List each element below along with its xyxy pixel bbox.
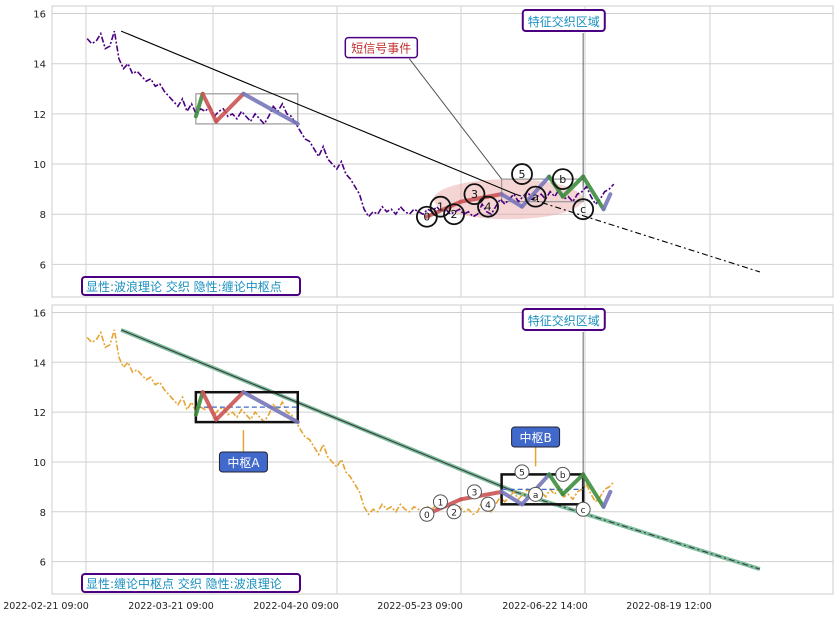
wave-label: 2 <box>451 208 458 221</box>
wave-segment <box>241 390 300 425</box>
wave-label: 2 <box>451 508 457 518</box>
wave-segment <box>601 489 613 509</box>
wave-segment <box>560 472 586 497</box>
zhongshu-label: 中枢B <box>519 430 551 445</box>
wave-label-circle <box>524 185 547 208</box>
wave-segment <box>458 489 504 502</box>
y-tick-label: 12 <box>33 408 46 419</box>
wave-segment <box>581 174 606 212</box>
legend-text: 显性:缠论中枢点 交织 隐性:波浪理论 <box>86 576 282 591</box>
wave-label-circle <box>551 168 574 190</box>
wave-label-circle <box>446 504 462 520</box>
wave-label: 1 <box>438 498 444 508</box>
wave-label-circle <box>443 203 465 226</box>
x-tick-label: 2022-06-22 14:00 <box>502 601 588 612</box>
region-label: 特征交织区域 <box>528 14 600 29</box>
wave-segment <box>499 192 525 209</box>
wave-label-circle <box>511 163 533 185</box>
region-label-box <box>521 9 606 33</box>
region-label-box <box>521 307 606 331</box>
y-tick-label: 16 <box>33 10 46 21</box>
wave-label: 5 <box>519 468 525 478</box>
y-tick-label: 14 <box>33 60 46 71</box>
legend-box <box>81 276 301 296</box>
signal-label-box <box>344 36 419 59</box>
wave-label: b <box>559 173 566 186</box>
y-tick-label: 6 <box>40 260 46 271</box>
trend-line <box>120 329 516 493</box>
wave-label: c <box>580 203 586 216</box>
zhongshu-label-box <box>511 426 561 448</box>
y-tick-label: 10 <box>33 458 46 469</box>
y-tick-label: 14 <box>33 358 46 369</box>
wave-label: 3 <box>472 488 478 498</box>
wave-segment <box>547 472 565 497</box>
legend-box <box>81 573 301 593</box>
x-tick-label: 2022-08-19 12:00 <box>626 601 712 612</box>
wave-label: b <box>560 471 566 481</box>
y-tick-label: 12 <box>33 110 46 121</box>
y-tick-label: 8 <box>40 508 46 519</box>
x-tick-label: 2022-05-23 09:00 <box>377 601 463 612</box>
wave-segment <box>560 174 586 199</box>
x-tick-label: 2022-03-21 09:00 <box>128 601 214 612</box>
wave-label-circle <box>419 506 435 522</box>
wave-label: 1 <box>437 201 444 214</box>
wave-label-circle <box>528 486 544 502</box>
wave-label-circle <box>514 464 530 480</box>
legend-text: 显性:波浪理论 交织 隐性:缠论中枢点 <box>86 279 282 294</box>
wave-label: 0 <box>423 211 430 224</box>
y-tick-label: 6 <box>40 558 46 569</box>
x-tick-label: 2022-04-20 09:00 <box>253 601 339 612</box>
wave-label: 4 <box>485 501 491 511</box>
wave-label: a <box>533 491 539 501</box>
price-series <box>86 329 615 516</box>
wave-segment <box>193 390 205 417</box>
wave-label-circle <box>480 496 496 512</box>
wave-label: 0 <box>424 511 430 521</box>
signal-arrow <box>408 58 503 180</box>
wave-segment <box>601 192 613 212</box>
wave-label-circle <box>477 195 499 218</box>
wave-label-circle <box>575 501 591 517</box>
y-tick-label: 10 <box>33 160 46 171</box>
wave-label-circle <box>555 466 571 482</box>
zhongshu-label-box <box>218 451 268 473</box>
zhongshu-label: 中枢A <box>227 455 260 470</box>
wave-segment <box>200 91 219 124</box>
region-label: 特征交织区域 <box>528 313 600 328</box>
wave-label: a <box>532 191 539 204</box>
wave-segment <box>499 489 525 507</box>
wave-label-circle <box>429 195 452 218</box>
wave-label-circle <box>572 198 595 221</box>
pivot-box <box>501 178 584 203</box>
wave-segment <box>214 91 246 124</box>
wave-label: 4 <box>485 201 492 214</box>
trend-line <box>120 30 516 195</box>
plot-area <box>51 5 834 298</box>
wave-label: c <box>581 506 586 516</box>
wave-label-circle <box>432 494 448 510</box>
wave-segment <box>581 472 606 509</box>
signal-label: 短信号事件 <box>351 42 411 56</box>
wave-segment <box>200 390 219 422</box>
trend-line <box>515 193 760 273</box>
wave-label-circle <box>463 183 486 206</box>
wave-segment <box>193 91 205 119</box>
y-tick-label: 16 <box>33 308 46 319</box>
wave-label-circle <box>466 484 482 500</box>
y-tick-label: 8 <box>40 210 46 221</box>
wave-label: 3 <box>471 188 478 201</box>
wave-segment <box>241 91 300 126</box>
wave-label: 5 <box>519 168 526 181</box>
x-tick-label: 2022-02-21 09:00 <box>3 601 89 612</box>
chart-panel-2: 6810121416012345abc中枢A中枢B特征交织区域显性:缠论中枢点 … <box>33 304 834 595</box>
wave-segment <box>214 390 246 422</box>
